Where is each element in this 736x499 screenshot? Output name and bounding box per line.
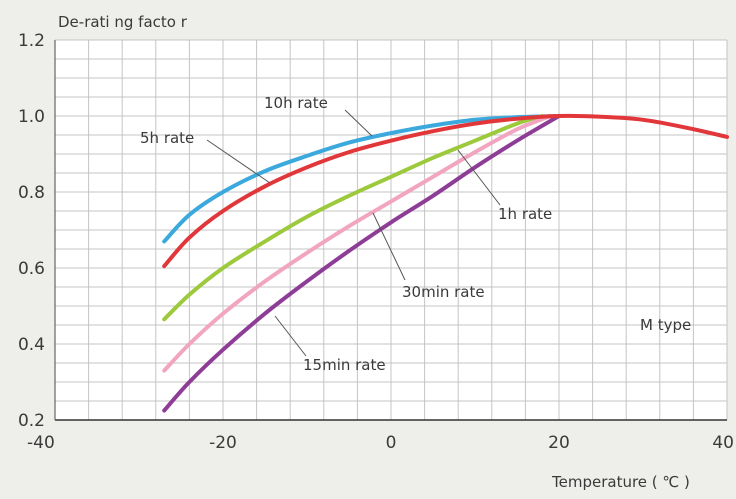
series-label-5h-rate: 5h rate (140, 129, 194, 147)
y-tick-label: 0.4 (18, 335, 45, 355)
x-tick-label: -20 (209, 433, 237, 453)
x-tick-label: 20 (548, 433, 570, 453)
series-label-15min-rate: 15min rate (303, 356, 386, 374)
x-tick-labels: -40 -20 0 20 40 (27, 433, 734, 453)
y-tick-label: 1.2 (18, 31, 45, 51)
y-tick-label: 0.2 (18, 411, 45, 431)
x-tick-label: 0 (386, 433, 397, 453)
grid (55, 40, 727, 420)
x-tick-label: -40 (27, 433, 55, 453)
y-tick-label: 1.0 (18, 107, 45, 127)
y-tick-label: 0.8 (18, 183, 45, 203)
x-axis-label: Temperature ( ℃ ) (551, 473, 690, 491)
type-annotation: M type (640, 316, 691, 334)
series-label-30min-rate: 30min rate (402, 283, 485, 301)
series-label-10h-rate: 10h rate (264, 94, 328, 112)
y-axis-label: De-rati ng facto r (58, 13, 188, 31)
y-tick-labels: 0.2 0.4 0.6 0.8 1.0 1.2 (18, 31, 45, 431)
x-tick-label: 40 (712, 433, 734, 453)
y-tick-label: 0.6 (18, 259, 45, 279)
series-label-1h-rate: 1h rate (498, 205, 552, 223)
